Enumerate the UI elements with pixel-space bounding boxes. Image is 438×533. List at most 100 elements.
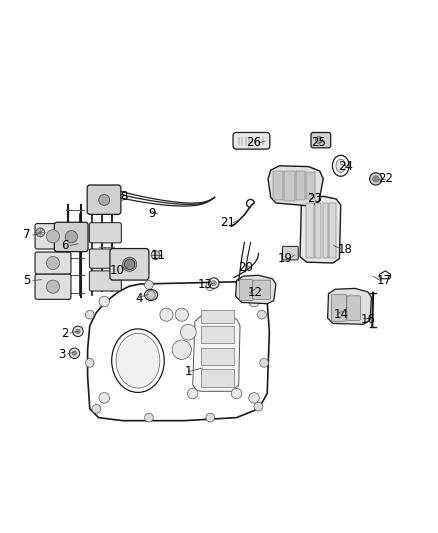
Text: 19: 19	[277, 252, 292, 265]
Text: 21: 21	[220, 216, 235, 229]
FancyBboxPatch shape	[296, 171, 305, 200]
Circle shape	[46, 280, 60, 293]
Ellipse shape	[112, 329, 164, 392]
FancyBboxPatch shape	[306, 203, 314, 258]
Polygon shape	[379, 271, 391, 279]
FancyBboxPatch shape	[347, 296, 360, 320]
Text: 17: 17	[377, 274, 392, 287]
FancyBboxPatch shape	[54, 222, 88, 252]
Circle shape	[187, 388, 198, 399]
Circle shape	[249, 296, 259, 307]
Circle shape	[373, 176, 379, 182]
Circle shape	[46, 256, 60, 270]
Circle shape	[370, 173, 382, 185]
Circle shape	[175, 308, 188, 321]
Polygon shape	[328, 288, 371, 324]
Circle shape	[99, 296, 110, 307]
Circle shape	[85, 359, 94, 367]
Ellipse shape	[145, 289, 158, 301]
Circle shape	[92, 405, 101, 413]
Circle shape	[206, 413, 215, 422]
FancyBboxPatch shape	[35, 252, 71, 274]
FancyBboxPatch shape	[201, 326, 234, 343]
Circle shape	[151, 251, 160, 260]
Ellipse shape	[99, 195, 110, 205]
Circle shape	[145, 280, 153, 289]
Polygon shape	[193, 316, 240, 391]
Text: 4: 4	[135, 292, 143, 304]
FancyBboxPatch shape	[315, 203, 321, 258]
Circle shape	[46, 230, 60, 243]
Text: 12: 12	[247, 286, 262, 300]
Text: 14: 14	[334, 308, 349, 321]
Text: 26: 26	[246, 136, 261, 149]
FancyBboxPatch shape	[306, 172, 315, 199]
Circle shape	[160, 308, 173, 321]
Text: 18: 18	[338, 244, 353, 256]
Text: 16: 16	[360, 312, 375, 326]
FancyBboxPatch shape	[89, 223, 121, 243]
Text: 24: 24	[339, 160, 353, 173]
Polygon shape	[268, 166, 323, 206]
Text: 3: 3	[59, 349, 66, 361]
Text: 7: 7	[23, 229, 31, 241]
Circle shape	[76, 329, 80, 334]
Text: 20: 20	[238, 261, 253, 274]
Circle shape	[180, 324, 196, 340]
FancyBboxPatch shape	[110, 248, 149, 280]
FancyBboxPatch shape	[87, 185, 121, 214]
Circle shape	[85, 310, 94, 319]
Circle shape	[69, 348, 80, 359]
FancyBboxPatch shape	[273, 171, 283, 200]
Ellipse shape	[65, 231, 78, 243]
FancyBboxPatch shape	[35, 274, 71, 300]
Ellipse shape	[332, 155, 349, 176]
Circle shape	[249, 393, 259, 403]
Text: 2: 2	[61, 327, 69, 340]
Circle shape	[99, 393, 110, 403]
Circle shape	[147, 290, 155, 300]
FancyBboxPatch shape	[89, 249, 121, 268]
Circle shape	[315, 136, 322, 143]
FancyBboxPatch shape	[201, 369, 234, 387]
Circle shape	[211, 280, 216, 286]
Circle shape	[73, 326, 83, 336]
Circle shape	[72, 351, 77, 356]
FancyBboxPatch shape	[284, 171, 295, 201]
Circle shape	[172, 340, 191, 359]
FancyBboxPatch shape	[253, 280, 271, 300]
Circle shape	[254, 402, 263, 411]
FancyBboxPatch shape	[233, 133, 270, 149]
FancyBboxPatch shape	[35, 223, 71, 249]
Text: 8: 8	[120, 190, 127, 203]
Text: 9: 9	[148, 207, 156, 221]
Circle shape	[206, 282, 215, 290]
Ellipse shape	[123, 257, 137, 271]
FancyBboxPatch shape	[283, 246, 298, 260]
Circle shape	[208, 278, 219, 288]
Circle shape	[231, 388, 242, 399]
Text: 13: 13	[198, 278, 212, 290]
Circle shape	[36, 228, 45, 237]
FancyBboxPatch shape	[332, 295, 346, 321]
FancyBboxPatch shape	[89, 271, 121, 291]
Circle shape	[258, 310, 266, 319]
Text: 10: 10	[110, 263, 125, 277]
Ellipse shape	[116, 333, 160, 388]
Text: 6: 6	[61, 239, 69, 252]
Circle shape	[145, 413, 153, 422]
FancyBboxPatch shape	[323, 203, 328, 258]
Polygon shape	[300, 197, 341, 263]
FancyBboxPatch shape	[201, 348, 234, 365]
Text: 5: 5	[24, 274, 31, 287]
Circle shape	[260, 359, 268, 367]
FancyBboxPatch shape	[240, 280, 253, 301]
Polygon shape	[88, 282, 269, 421]
FancyBboxPatch shape	[329, 203, 336, 258]
FancyBboxPatch shape	[311, 133, 331, 148]
Polygon shape	[236, 275, 276, 304]
Ellipse shape	[336, 159, 346, 172]
Text: 22: 22	[378, 172, 393, 185]
Circle shape	[124, 259, 135, 270]
Text: 23: 23	[307, 192, 322, 205]
